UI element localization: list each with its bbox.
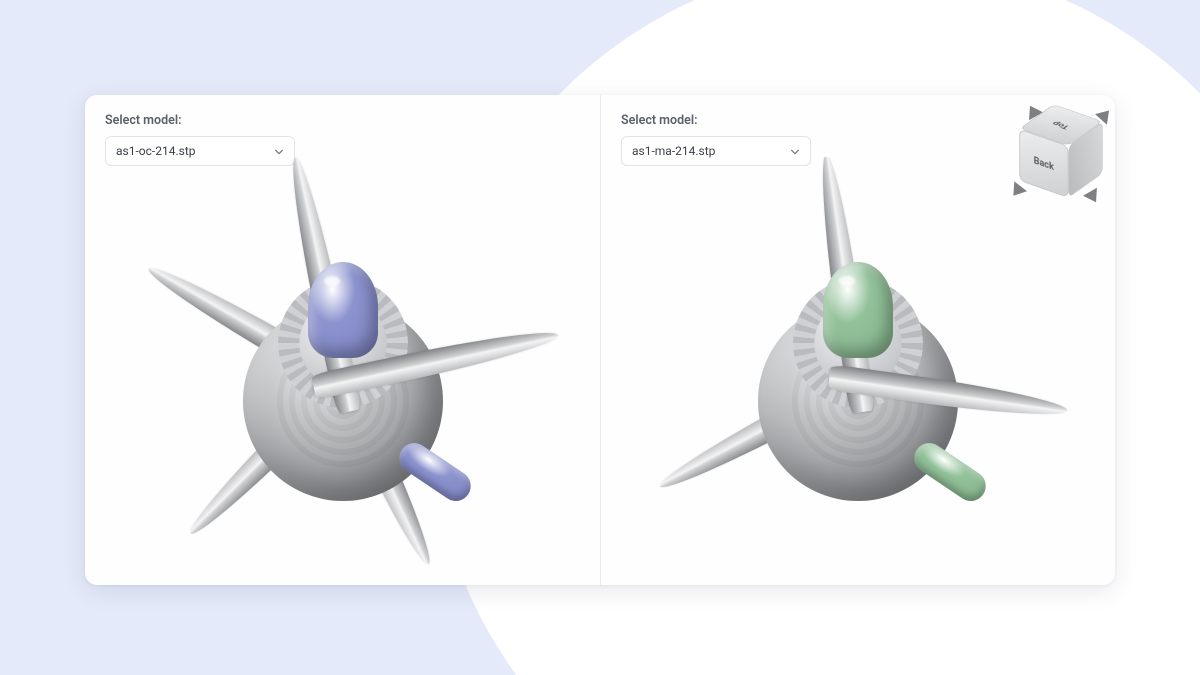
viewer-pane-right: Select model: as1-ma-214.stp Back Top: [600, 95, 1115, 585]
viewport-3d-right[interactable]: [601, 157, 1115, 585]
engine-model-left: [183, 221, 503, 541]
select-model-label: Select model:: [105, 113, 580, 128]
viewer-pane-left: Select model: as1-oc-214.stp: [85, 95, 600, 585]
nose-cone: [823, 262, 893, 358]
model-compare-card: Select model: as1-oc-214.stp Select mode…: [85, 95, 1115, 585]
chevron-down-icon: [790, 146, 800, 156]
viewport-3d-left[interactable]: [85, 157, 600, 585]
viewcube-widget[interactable]: Back Top: [1003, 103, 1121, 203]
viewcube-cube[interactable]: Back Top: [1019, 130, 1103, 172]
viewcube-face-label: Back: [1034, 154, 1054, 172]
chevron-down-icon: [274, 146, 284, 156]
viewcube-arrow-left-icon[interactable]: [1007, 181, 1027, 200]
model-select-value: as1-oc-214.stp: [116, 144, 195, 158]
nose-cone: [308, 262, 378, 358]
engine-model-right: [698, 221, 1018, 541]
model-select-value: as1-ma-214.stp: [632, 144, 715, 158]
viewcube-face-label: Top: [1050, 120, 1072, 131]
